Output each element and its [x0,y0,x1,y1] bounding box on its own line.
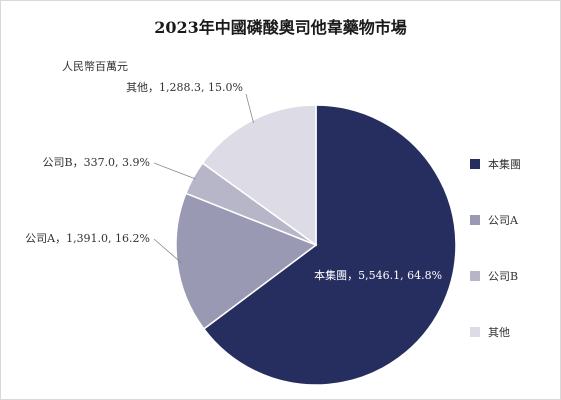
unit-label: 人民幣百萬元 [62,60,128,73]
slice-data-label: 公司B，337.0, 3.9% [42,156,150,169]
legend-label: 其他 [488,326,510,339]
slice-data-label: 公司A，1,391.0, 16.2% [25,232,150,245]
legend-item: 公司A [470,192,521,248]
legend-swatch [470,327,480,337]
legend-swatch [470,215,480,225]
slice-data-label: 其他，1,288.3, 15.0% [126,81,243,94]
legend-label: 本集團 [488,158,521,171]
slice-data-label: 本集團，5,546.1, 64.8% [314,268,442,282]
legend: 本集團 公司A 公司B 其他 [470,136,521,360]
pie-slice [201,104,317,247]
legend-item: 公司B [470,248,521,304]
pie-slice [202,104,457,386]
legend-label: 公司A [488,214,518,227]
legend-item: 其他 [470,304,521,360]
leader-line [153,162,196,180]
legend-swatch [470,271,480,281]
leader-line [245,93,254,123]
pie-slice [175,192,318,330]
legend-swatch [470,159,480,169]
chart-title: 2023年中國磷酸奧司他韋藥物市場 [154,18,407,37]
legend-item: 本集團 [470,136,521,192]
legend-label: 公司B [488,270,519,283]
leader-line [153,238,182,264]
